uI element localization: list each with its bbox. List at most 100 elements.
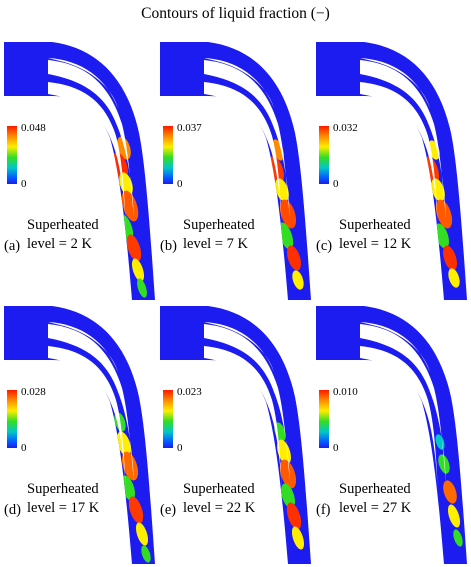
panel-letter: (f) [316, 502, 331, 518]
contour-blob [137, 278, 147, 298]
caption-line-2: level = 2 K [27, 236, 92, 252]
nozzle-body [160, 42, 311, 300]
nozzle-body [316, 42, 467, 300]
panel-caption: Superheated level = 22 K [183, 480, 255, 518]
panel-letter: (b) [160, 238, 177, 254]
nozzle-contour [160, 306, 311, 564]
nozzle-contour [316, 42, 467, 300]
panel-caption: Superheated level = 27 K [339, 480, 411, 518]
contour-blob [279, 199, 297, 229]
caption-line-2: level = 12 K [339, 236, 412, 252]
contour-panel-b: 0.037 0 (b) Superheated level = 7 K [158, 38, 313, 303]
caption-line-1: Superheated [27, 217, 99, 233]
contour-blob [447, 504, 461, 528]
contour-blob [279, 459, 297, 489]
panel-caption: Superheated level = 2 K [27, 216, 99, 254]
colorbar [319, 126, 329, 184]
passage-gap [48, 324, 134, 482]
panel-letter: (c) [316, 238, 333, 254]
caption-line-2: level = 7 K [183, 236, 248, 252]
passage-gap [360, 346, 438, 492]
passage-gap [48, 60, 134, 218]
caption-line-1: Superheated [27, 481, 99, 497]
passage-gap [204, 324, 290, 482]
colorbar [319, 390, 329, 448]
passage-gap [360, 322, 430, 372]
caption-line-2: level = 22 K [183, 500, 256, 516]
contour-blob [438, 454, 450, 474]
passage-gap [204, 60, 290, 218]
passage-gap [48, 58, 118, 108]
caption-line-1: Superheated [183, 217, 255, 233]
figure-title: Contours of liquid fraction (−) [141, 5, 330, 22]
contour-blob [287, 245, 301, 271]
colorbar-max-label: 0.010 [333, 386, 358, 398]
passage-gap [204, 58, 274, 108]
colorbar-min-label: 0 [177, 178, 183, 190]
nozzle-contour [316, 306, 467, 564]
passage-gap [360, 58, 430, 108]
colorbar-max-label: 0.048 [21, 122, 46, 134]
contour-blob [443, 245, 457, 271]
caption-line-2: level = 17 K [27, 500, 100, 516]
colorbar-min-label: 0 [333, 442, 339, 454]
contour-blob [448, 268, 460, 288]
contour-panel-d: 0.028 0 (d) Superheated level = 17 K [2, 302, 157, 567]
panel-letter: (e) [160, 502, 177, 518]
panel-caption: Superheated level = 7 K [183, 216, 255, 254]
colorbar-min-label: 0 [21, 442, 27, 454]
passage-gap [360, 60, 446, 218]
panel-letter: (d) [4, 502, 21, 518]
colorbar-min-label: 0 [177, 442, 183, 454]
colorbar-max-label: 0.023 [177, 386, 202, 398]
colorbar [163, 126, 173, 184]
contour-blob [128, 496, 144, 524]
colorbar-min-label: 0 [333, 178, 339, 190]
colorbar-max-label: 0.032 [333, 122, 358, 134]
passage-gap [204, 346, 282, 492]
contour-blob [292, 270, 304, 290]
caption-line-1: Superheated [183, 481, 255, 497]
passage-gap [48, 82, 126, 228]
contour-panel-f: 0.010 0 (f) Superheated level = 27 K [314, 302, 469, 567]
contour-blob [291, 526, 305, 550]
colorbar [7, 126, 17, 184]
panel-letter: (a) [4, 238, 21, 254]
passage-gap [48, 322, 118, 372]
colorbar-min-label: 0 [21, 178, 27, 190]
contour-blob [117, 136, 131, 160]
passage-gap [204, 82, 282, 228]
nozzle-contour [4, 42, 155, 300]
nozzle-body [4, 306, 155, 564]
caption-line-1: Superheated [339, 217, 411, 233]
contour-blob [453, 529, 463, 547]
colorbar [7, 390, 17, 448]
passage-gap [360, 82, 438, 228]
passage-gap [360, 324, 446, 482]
caption-line-2: level = 27 K [339, 500, 412, 516]
contour-blob [121, 190, 139, 222]
contour-blob [281, 483, 295, 509]
nozzle-contour [4, 306, 155, 564]
contour-blob [131, 258, 145, 282]
contour-panel-c: 0.032 0 (c) Superheated level = 12 K [314, 38, 469, 303]
contour-panel-e: 0.023 0 (e) Superheated level = 22 K [158, 302, 313, 567]
nozzle-contour [160, 42, 311, 300]
contour-panel-a: 0.048 0 (a) Superheated level = 2 K [2, 38, 157, 303]
contour-blob [126, 234, 142, 262]
panel-caption: Superheated level = 12 K [339, 216, 411, 254]
contour-blob [286, 502, 302, 530]
contour-blob [435, 434, 445, 450]
caption-line-1: Superheated [339, 481, 411, 497]
contour-blob [135, 522, 149, 546]
contour-blob [121, 451, 139, 481]
nozzle-body [160, 306, 311, 564]
colorbar [163, 390, 173, 448]
panel-caption: Superheated level = 17 K [27, 480, 99, 518]
nozzle-body [316, 306, 467, 564]
colorbar-max-label: 0.028 [21, 386, 46, 398]
nozzle-body [4, 42, 155, 300]
passage-gap [204, 322, 274, 372]
colorbar-max-label: 0.037 [177, 122, 202, 134]
passage-gap [48, 346, 126, 492]
